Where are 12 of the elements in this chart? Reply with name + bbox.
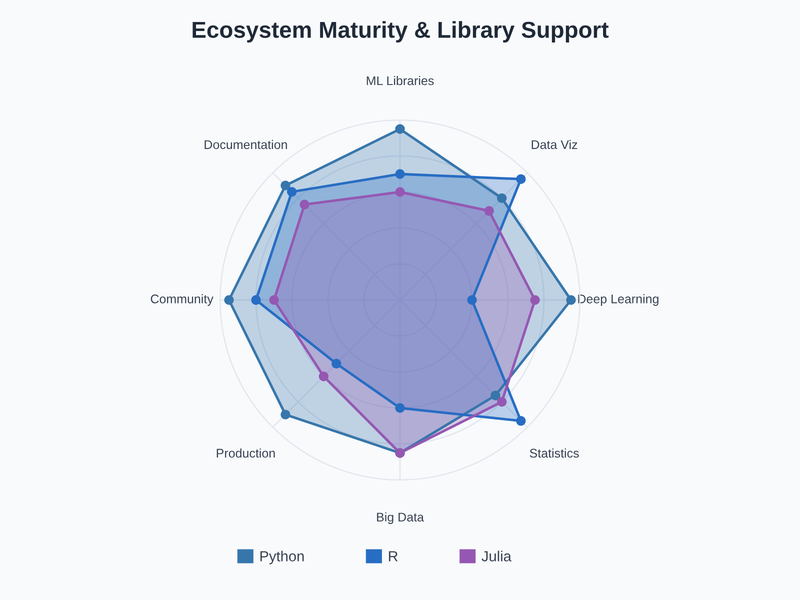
legend-label: Python	[260, 550, 304, 564]
spoke-label: ML Libraries	[366, 76, 434, 86]
spoke-label: Deep Learning	[578, 294, 658, 306]
legend-label: Julia	[482, 550, 512, 562]
spoke-label: Community	[150, 294, 214, 306]
chart-title: Ecosystem Maturity & Library Support	[192, 21, 609, 42]
spoke-label: Documentation	[204, 140, 287, 150]
spoke-label: Data Viz	[532, 140, 578, 150]
spoke-label: Big Data	[377, 512, 424, 524]
spoke-label: Production	[216, 448, 275, 458]
spoke-label: Statistics	[530, 448, 579, 458]
legend-label: R	[388, 551, 398, 562]
